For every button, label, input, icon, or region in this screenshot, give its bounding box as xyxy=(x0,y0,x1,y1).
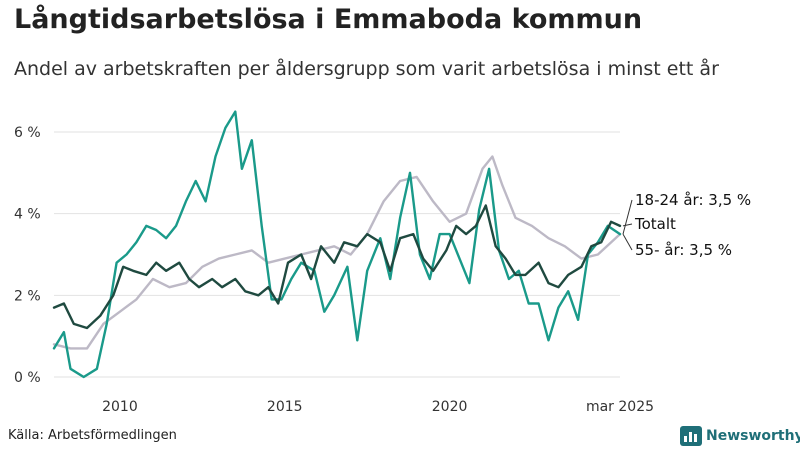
x-tick-label: 2010 xyxy=(102,399,138,415)
series-line-young xyxy=(52,110,622,379)
bar-chart-logo-icon xyxy=(680,426,702,446)
y-axis-ticks: 0 % 2 % 4 % 6 % xyxy=(14,125,41,386)
source-note: Källa: Arbetsförmedlingen xyxy=(8,428,177,443)
chart-subtitle: Andel av arbetskraften per åldersgrupp s… xyxy=(14,58,719,80)
end-label-young: 18-24 år: 3,5 % xyxy=(635,191,751,209)
x-tick-label: 2020 xyxy=(432,399,468,415)
series-line-older xyxy=(52,155,622,350)
leader-line-older xyxy=(622,233,633,251)
end-label-total: Totalt xyxy=(634,215,676,233)
chart-title: Långtidsarbetslösa i Emmaboda kommun xyxy=(14,4,643,35)
x-tick-label: 2015 xyxy=(267,399,303,415)
y-tick-label: 2 % xyxy=(14,288,41,304)
y-tick-label: 6 % xyxy=(14,125,41,141)
series-line-total xyxy=(52,204,622,330)
end-label-older: 55- år: 3,5 % xyxy=(635,241,732,259)
leader-line-young xyxy=(622,199,633,235)
leader-line-total xyxy=(622,223,633,227)
y-tick-label: 0 % xyxy=(14,370,41,386)
y-tick-label: 4 % xyxy=(14,207,41,223)
x-axis-ticks: 2010 2015 2020 mar 2025 xyxy=(102,399,654,415)
brand-name: Newsworthy xyxy=(706,428,800,444)
brand-logo: Newsworthy xyxy=(680,426,800,446)
x-tick-label: mar 2025 xyxy=(586,399,654,415)
line-chart: 0 % 2 % 4 % 6 % 2010 2015 2020 mar 2025 18-24 … xyxy=(14,110,751,415)
series-lines xyxy=(52,110,622,379)
end-labels: 18-24 år: 3,5 % Totalt 55- år: 3,5 % xyxy=(622,191,751,259)
